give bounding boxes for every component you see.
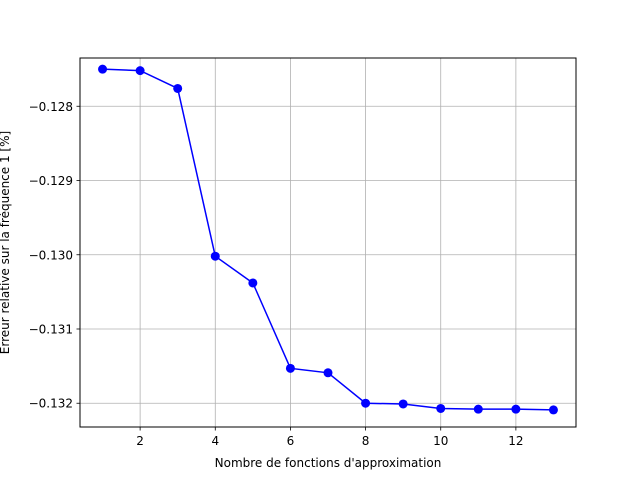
- data-point: [398, 399, 408, 409]
- x-tick-label: 6: [287, 434, 295, 448]
- x-tick-label: 12: [508, 434, 523, 448]
- grid: [80, 58, 576, 427]
- data-point: [323, 368, 333, 378]
- y-axis: −0.128 −0.129 −0.130 −0.131 −0.132: [29, 100, 80, 411]
- x-axis: 2 4 6 8 10 12: [136, 427, 524, 448]
- data-point: [436, 403, 446, 413]
- y-tick-label: −0.131: [29, 322, 73, 336]
- y-tick-label: −0.130: [29, 248, 73, 262]
- data-point: [173, 83, 183, 93]
- series-layer: [98, 64, 558, 415]
- data-point: [135, 66, 145, 76]
- data-point: [361, 398, 371, 408]
- x-tick-label: 4: [211, 434, 219, 448]
- data-point: [473, 404, 483, 414]
- x-tick-label: 8: [362, 434, 370, 448]
- x-axis-title: Nombre de fonctions d'approximation: [215, 456, 442, 470]
- y-tick-label: −0.128: [29, 100, 73, 114]
- data-point: [285, 363, 295, 373]
- plot-frame: [79, 57, 577, 428]
- data-point: [98, 64, 108, 74]
- y-tick-label: −0.132: [29, 397, 73, 411]
- x-tick-label: 10: [433, 434, 448, 448]
- data-point: [210, 251, 220, 261]
- y-axis-title: Erreur relative sur la fréquence 1 [%]: [0, 131, 12, 354]
- data-point: [248, 278, 258, 288]
- data-point: [511, 404, 521, 414]
- data-point: [548, 405, 558, 415]
- y-tick-label: −0.129: [29, 174, 73, 188]
- x-tick-label: 2: [136, 434, 144, 448]
